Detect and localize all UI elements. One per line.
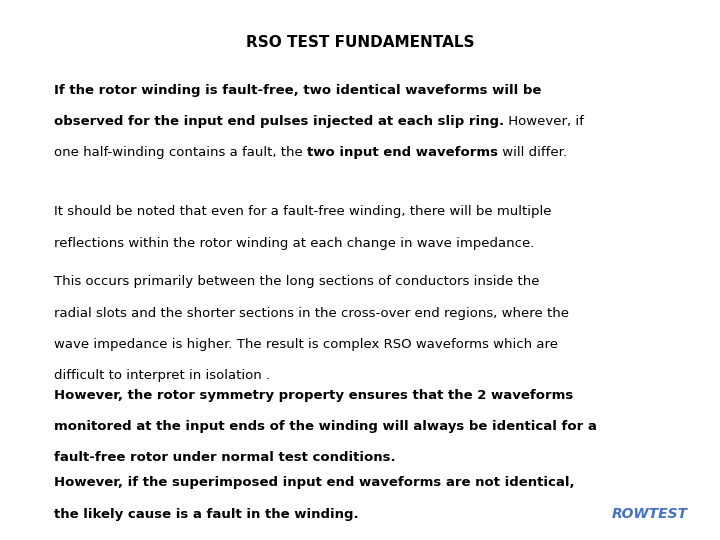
Text: It should be noted that even for a fault-free winding, there will be multiple: It should be noted that even for a fault…	[54, 205, 552, 218]
Text: This occurs primarily between the long sections of conductors inside the: This occurs primarily between the long s…	[54, 275, 539, 288]
Text: However, the rotor symmetry property ensures that the 2 waveforms: However, the rotor symmetry property ens…	[54, 389, 573, 402]
Text: one half-winding contains a fault, the: one half-winding contains a fault, the	[54, 146, 307, 159]
Text: fault-free rotor under normal test conditions.: fault-free rotor under normal test condi…	[54, 451, 395, 464]
Text: the likely cause is a fault in the winding.: the likely cause is a fault in the windi…	[54, 508, 359, 521]
Text: monitored at the input ends of the winding will always be identical for a: monitored at the input ends of the windi…	[54, 420, 597, 433]
Text: radial slots and the shorter sections in the cross-over end regions, where the: radial slots and the shorter sections in…	[54, 307, 569, 320]
Text: will differ.: will differ.	[498, 146, 567, 159]
Text: wave impedance is higher. The result is complex RSO waveforms which are: wave impedance is higher. The result is …	[54, 338, 558, 351]
Text: reflections within the rotor winding at each change in wave impedance.: reflections within the rotor winding at …	[54, 237, 534, 249]
Text: ROWTEST: ROWTEST	[611, 507, 688, 521]
Text: difficult to interpret in isolation .: difficult to interpret in isolation .	[54, 369, 270, 382]
Text: observed for the input end pulses injected at each slip ring.: observed for the input end pulses inject…	[54, 115, 504, 128]
Text: If the rotor winding is fault-free, two identical waveforms will be: If the rotor winding is fault-free, two …	[54, 84, 541, 97]
Text: two input end waveforms: two input end waveforms	[307, 146, 498, 159]
Text: However, if the superimposed input end waveforms are not identical,: However, if the superimposed input end w…	[54, 476, 575, 489]
Text: However, if: However, if	[504, 115, 584, 128]
Text: RSO TEST FUNDAMENTALS: RSO TEST FUNDAMENTALS	[246, 35, 474, 50]
